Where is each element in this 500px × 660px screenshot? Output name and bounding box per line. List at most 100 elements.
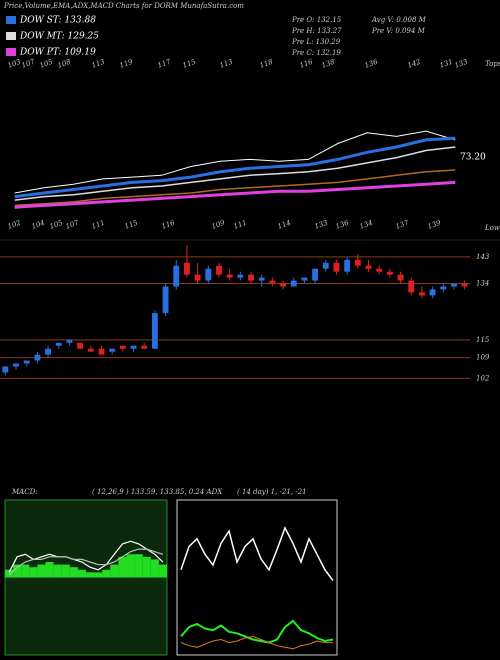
- candle-body: [290, 280, 297, 287]
- candle-body: [205, 268, 212, 281]
- candle-body: [66, 339, 73, 343]
- lows-label: Lows: [484, 224, 500, 232]
- candle-body: [386, 271, 393, 275]
- stat: Pre O: 132.15: [291, 16, 342, 24]
- candle-body: [55, 342, 62, 346]
- panel-subtitle: ( 12,26,9 ) 133.59, 133.85, 0.24 ADX: [92, 488, 223, 496]
- candle-body: [280, 283, 287, 287]
- stat: Pre C: 132.19: [291, 49, 341, 57]
- candle-body: [301, 277, 308, 281]
- candle-body: [13, 363, 19, 367]
- candle-body: [162, 286, 169, 314]
- candle-body: [216, 265, 222, 275]
- candle-body: [237, 274, 244, 278]
- histogram-bar: [37, 564, 46, 578]
- series-line: [180, 635, 333, 650]
- legend-swatch: [6, 48, 16, 56]
- histogram-bar: [69, 567, 78, 578]
- histogram-bar: [77, 569, 86, 578]
- candle-body: [322, 262, 329, 269]
- histogram-bar: [13, 564, 22, 578]
- legend-label: DOW ST: 133.88: [19, 16, 96, 26]
- candle-body: [408, 280, 415, 293]
- series-line: [14, 169, 456, 207]
- legend-swatch: [6, 32, 16, 40]
- series-line: [180, 619, 334, 644]
- candle-body: [98, 348, 105, 355]
- histogram-bar: [94, 572, 103, 578]
- candle-body: [194, 274, 201, 281]
- series-line: [14, 136, 456, 199]
- candle-body: [418, 292, 425, 296]
- histogram-bar: [134, 554, 143, 578]
- candle-body: [376, 268, 383, 272]
- candle-body: [109, 348, 116, 352]
- candle-body: [141, 345, 148, 349]
- histogram-bar: [53, 564, 62, 578]
- y-tick-label: 109: [476, 354, 490, 362]
- histogram-bar: [142, 556, 151, 578]
- candle-body: [461, 283, 468, 287]
- series-line: [180, 526, 334, 582]
- histogram-bar: [21, 564, 30, 578]
- y-tick-label: 102: [476, 374, 490, 382]
- candle-body: [45, 348, 52, 355]
- histogram-bar: [158, 564, 167, 578]
- candle-body: [248, 274, 254, 281]
- candle-body: [173, 265, 180, 287]
- panel-title: ( 14 day) 1, -21, -21: [237, 488, 307, 496]
- candle-body: [2, 366, 9, 373]
- candle-body: [451, 283, 457, 287]
- candle-body: [23, 360, 30, 364]
- candle-body: [87, 348, 94, 352]
- y-tick-label: 115: [476, 336, 490, 344]
- stat: Pre V: 0.094 M: [371, 27, 426, 35]
- histogram-bar: [29, 567, 38, 578]
- histogram-bar: [110, 564, 119, 578]
- candle-body: [258, 277, 265, 281]
- candle-body: [151, 313, 158, 349]
- histogram-bar: [5, 569, 14, 578]
- candle-body: [226, 274, 233, 278]
- candle-body: [312, 268, 319, 281]
- stat: Avg V: 0.008 M: [371, 16, 427, 24]
- candle-body: [119, 345, 126, 349]
- legend-label: DOW MT: 129.25: [19, 32, 99, 42]
- candle-body: [269, 280, 276, 284]
- candle-body: [130, 345, 137, 349]
- y-tick-label: 143: [476, 253, 490, 261]
- candle-body: [333, 262, 340, 272]
- series-line: [14, 146, 456, 201]
- y-tick-label: 134: [476, 280, 489, 288]
- series-line: [14, 130, 456, 194]
- candle-body: [354, 259, 361, 266]
- candle-body: [344, 259, 351, 272]
- histogram-bar: [118, 556, 127, 578]
- candle-body: [77, 342, 84, 349]
- histogram-bar: [102, 569, 111, 578]
- candle-body: [183, 262, 190, 275]
- histogram-bar: [45, 562, 54, 578]
- histogram-bar: [150, 559, 159, 578]
- annotation: 73.20: [460, 153, 486, 163]
- histogram-bar: [86, 572, 95, 578]
- candle-body: [440, 286, 447, 290]
- legend-label: DOW PT: 109.19: [19, 48, 96, 58]
- panel-title: MACD:: [11, 488, 38, 496]
- series-line: [14, 180, 456, 209]
- candle-body: [429, 289, 436, 296]
- legend-swatch: [6, 16, 16, 24]
- candle-body: [365, 265, 372, 269]
- candle-body: [34, 354, 41, 361]
- series-line: [8, 548, 164, 576]
- candle-body: [397, 274, 404, 281]
- histogram-bar: [126, 554, 135, 578]
- histogram-bar: [61, 564, 70, 578]
- tops-label: Tops: [485, 60, 500, 68]
- stat: Pre H: 133.27: [291, 27, 342, 35]
- adx-panel: [176, 499, 338, 656]
- page-title: Price,Volume,EMA,ADX,MACD Charts for DOR…: [3, 2, 244, 10]
- stat: Pre L: 130.29: [291, 38, 341, 46]
